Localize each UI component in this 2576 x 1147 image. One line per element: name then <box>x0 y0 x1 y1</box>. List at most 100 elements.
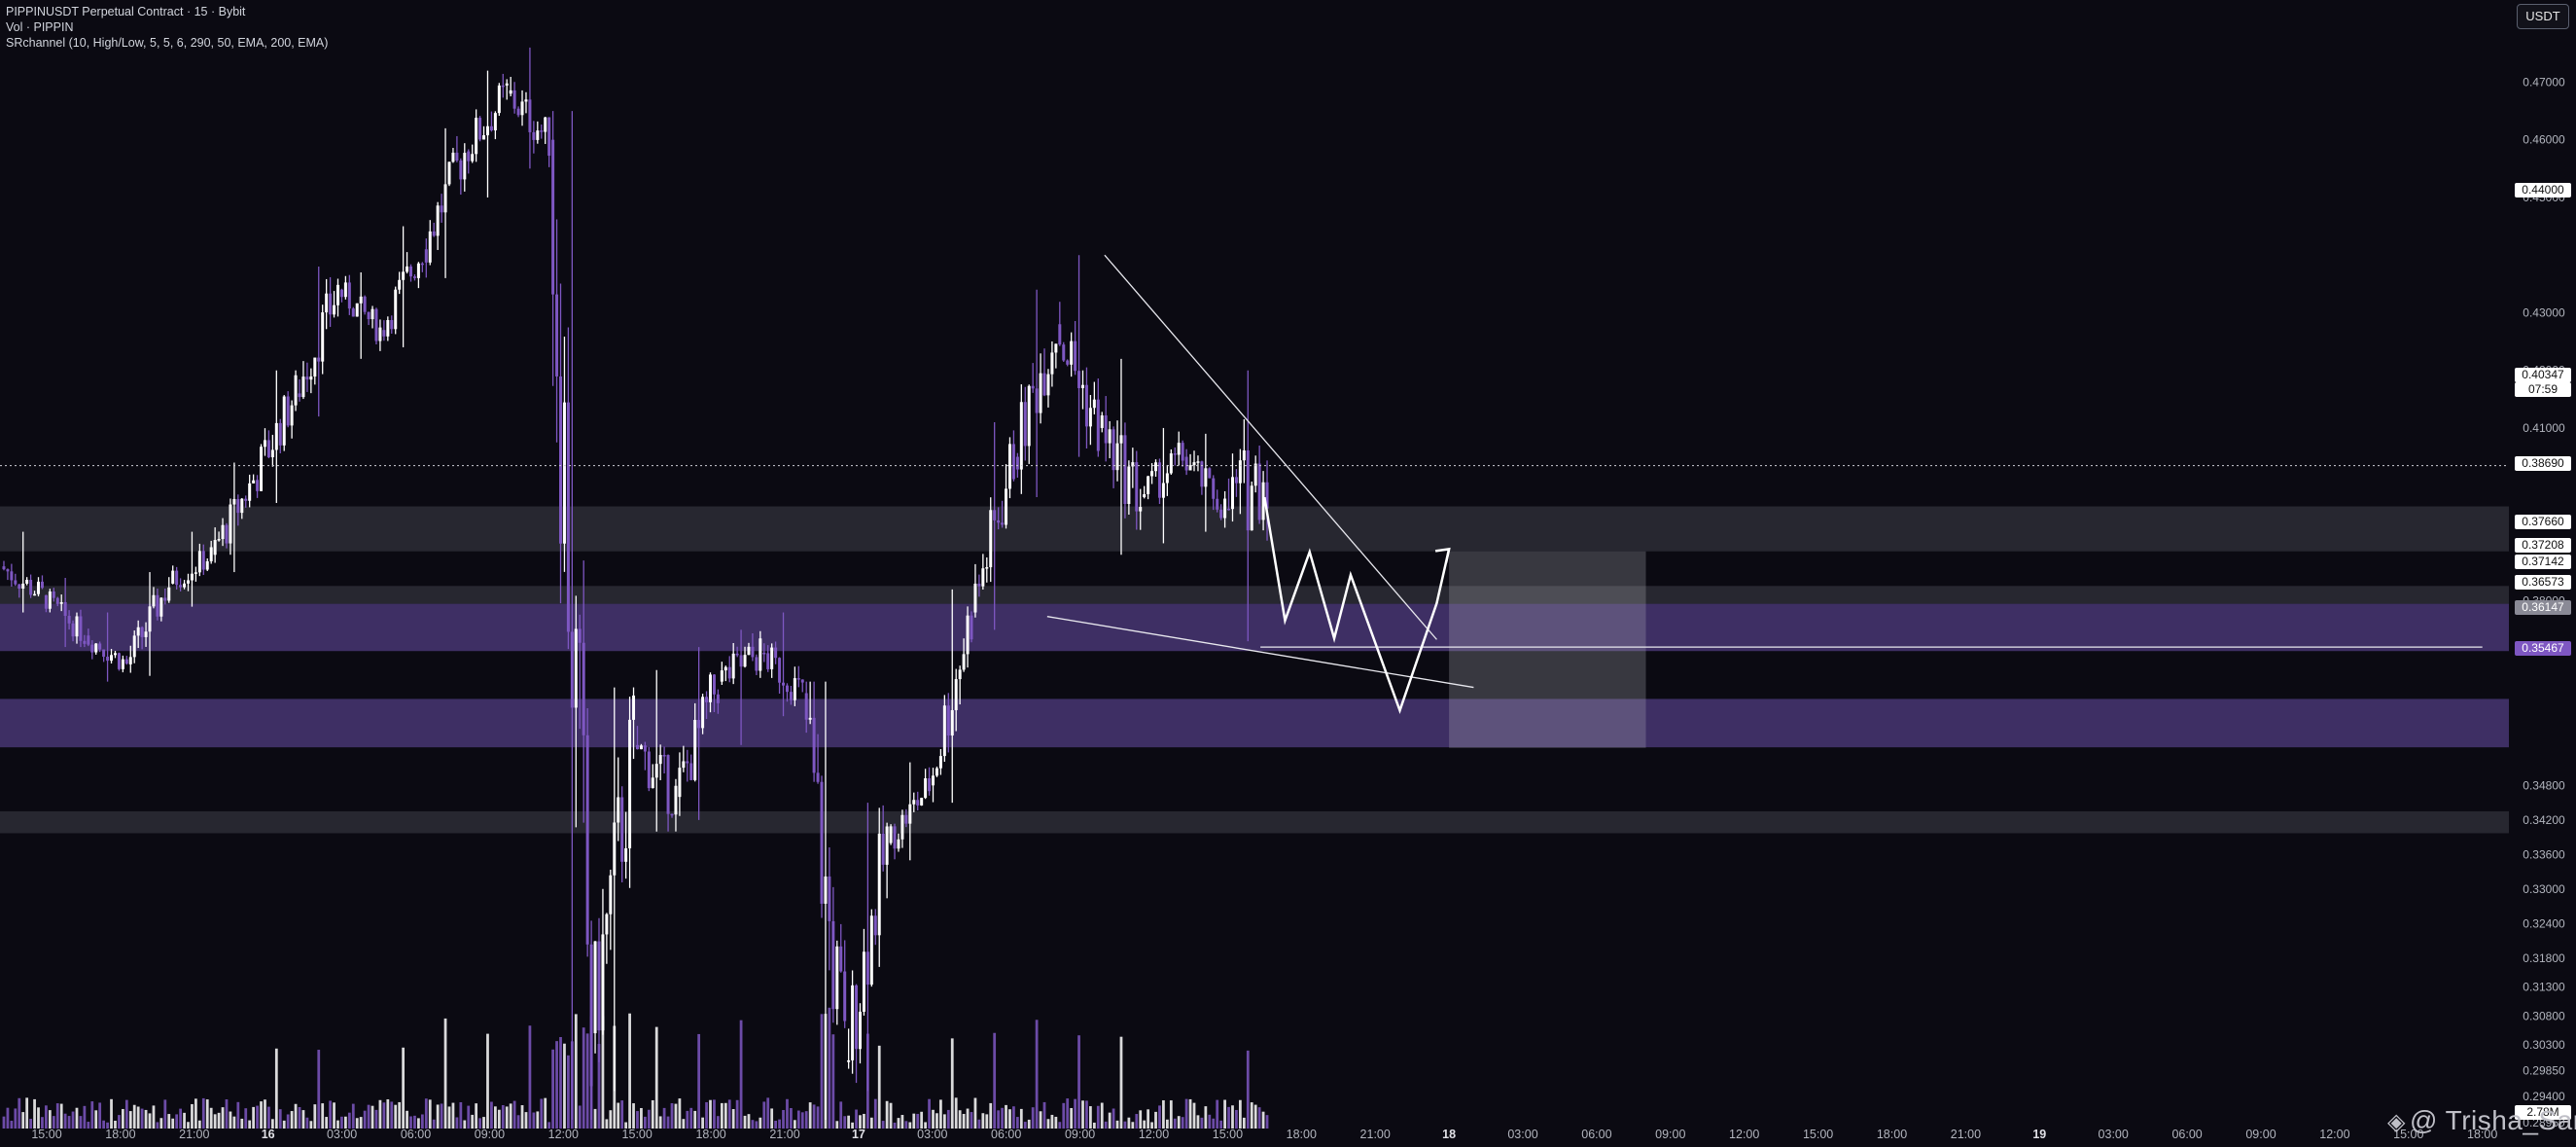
volume-bar <box>520 1105 524 1129</box>
candle-body <box>190 573 194 581</box>
candle-body <box>682 761 686 769</box>
candle-body <box>877 833 881 936</box>
volume-bar <box>796 1110 800 1129</box>
candle-body <box>55 597 59 604</box>
volume-bar <box>424 1098 428 1129</box>
volume-bar <box>1239 1099 1242 1129</box>
volume-bar <box>1081 1100 1084 1129</box>
countdown-tag: 07:59 <box>2515 382 2571 397</box>
volume-bar <box>171 1118 175 1129</box>
volume-bar <box>670 1102 674 1129</box>
volume-bar <box>820 1014 824 1129</box>
volume-bar <box>1005 1104 1007 1129</box>
candle-body <box>862 951 865 1012</box>
candle-body <box>240 498 244 514</box>
candle-body <box>828 876 831 921</box>
candle-body <box>1050 352 1054 375</box>
volume-bar <box>582 1027 585 1129</box>
volume-bar <box>267 1106 270 1129</box>
candle-body <box>221 524 225 540</box>
volume-bar <box>1173 1118 1177 1129</box>
candle-body <box>873 915 877 936</box>
candle-body <box>290 405 294 426</box>
volume-bar <box>490 1101 493 1129</box>
candle-body <box>831 920 835 1010</box>
volume-bar <box>731 1109 735 1129</box>
volume-bar <box>197 1120 201 1129</box>
candle-body <box>812 717 816 773</box>
volume-bar <box>128 1111 132 1129</box>
candle-body <box>954 679 958 710</box>
candle-body <box>666 755 670 814</box>
volume-tag: 2.78M <box>2515 1105 2571 1120</box>
volume-bar <box>163 1099 167 1129</box>
candle-body <box>351 308 355 317</box>
time-axis[interactable]: 15:00 18:00 21:00 16 03:00 06:00 09:00 12:00 15:… <box>31 1128 2497 1141</box>
time-axis-label: 15:00 <box>1803 1128 1833 1141</box>
candle-body <box>463 153 467 180</box>
price-axis-background <box>2509 0 2576 1147</box>
volume-bar <box>432 1119 436 1129</box>
volume-bar <box>87 1122 90 1129</box>
volume-bar <box>697 1033 701 1129</box>
candle-body <box>325 293 329 313</box>
volume-bar <box>1139 1110 1143 1129</box>
volume-bar <box>647 1109 651 1129</box>
candle-body <box>1112 429 1115 471</box>
volume-bar <box>1023 1122 1027 1129</box>
candle-body <box>509 90 512 94</box>
volume-bar <box>717 1116 720 1129</box>
candle-body <box>79 616 83 641</box>
candle-body <box>1242 450 1246 461</box>
price-axis-label: 0.30300 <box>2523 1038 2565 1052</box>
volume-bar <box>382 1102 386 1129</box>
price-axis-label: 0.47000 <box>2523 75 2565 89</box>
candle-body <box>1131 462 1135 467</box>
volume-bar <box>252 1106 256 1129</box>
candle-body <box>855 985 859 1050</box>
time-axis-label: 21:00 <box>1951 1128 1981 1141</box>
volume-bar <box>693 1110 697 1129</box>
volume-indicator-label[interactable]: Vol · PIPPIN <box>6 20 74 34</box>
target-box[interactable] <box>1449 551 1646 748</box>
candle-body <box>159 597 163 617</box>
trendline-0[interactable] <box>1104 254 1437 640</box>
candle-body <box>482 135 486 140</box>
candle-body <box>1039 373 1042 413</box>
candle-body <box>601 934 605 1031</box>
time-axis-label: 09:00 <box>2245 1128 2276 1141</box>
candle-body <box>1212 478 1216 499</box>
volume-bar <box>1015 1117 1019 1129</box>
trendline-1[interactable] <box>1046 616 1474 689</box>
candle-body <box>140 627 144 637</box>
volume-bar <box>475 1103 478 1129</box>
srchannel-indicator-label[interactable]: SRchannel (10, High/Low, 5, 5, 6, 290, 5… <box>6 36 329 50</box>
candle-body <box>938 756 942 769</box>
candle-body <box>624 847 628 862</box>
volume-bar <box>1127 1117 1131 1129</box>
symbol-title[interactable]: PIPPINUSDT Perpetual Contract · 15 · Byb… <box>6 5 246 18</box>
candle-body <box>762 653 766 655</box>
candle-body <box>897 839 900 849</box>
price-axis-label: 0.46000 <box>2523 133 2565 147</box>
candle-body <box>1139 507 1143 512</box>
forecast-path[interactable] <box>1263 496 1451 715</box>
volume-bar <box>743 1115 747 1129</box>
candle-body <box>585 735 589 945</box>
candle-body <box>270 449 274 458</box>
volume-bar <box>912 1113 916 1129</box>
candle-body <box>977 583 981 587</box>
volume-bar <box>962 1113 966 1129</box>
volume-bar <box>270 1119 274 1129</box>
price-axis[interactable]: 0.470000.460000.450000.430000.420000.410… <box>2509 0 2576 1147</box>
candle-body <box>167 587 171 601</box>
candle-body <box>793 678 796 700</box>
time-axis-label: 06:00 <box>991 1128 1021 1141</box>
currency-unit-button[interactable]: USDT <box>2517 4 2569 29</box>
time-axis-label: 12:00 <box>1729 1128 1759 1141</box>
volume-bar <box>812 1104 816 1129</box>
candle-body <box>1096 399 1100 451</box>
volume-bar <box>194 1098 197 1129</box>
volume-bar <box>18 1097 21 1129</box>
